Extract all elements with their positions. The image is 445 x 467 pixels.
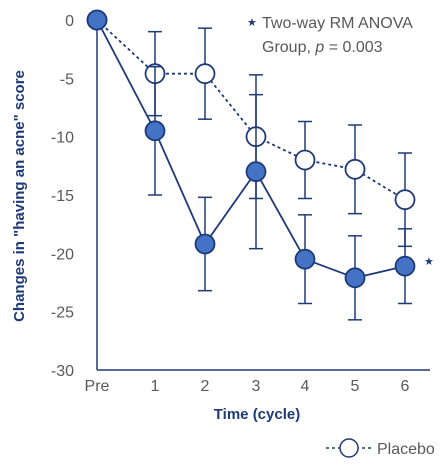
legend-placebo-label: Placebo [377, 441, 435, 458]
x-tick-label: 5 [351, 378, 360, 395]
y-axis-title: Changes in "having an acne" score [11, 70, 28, 322]
series-active [86, 9, 416, 321]
data-point [344, 267, 366, 289]
x-tick-label: 4 [301, 378, 310, 395]
data-point [294, 149, 316, 171]
x-tick-label: 1 [151, 378, 160, 395]
x-tick-label: Pre [85, 378, 110, 395]
x-tick-label: 2 [201, 378, 210, 395]
y-tick-label: -10 [51, 130, 74, 147]
data-point [86, 9, 108, 31]
data-point [194, 233, 216, 255]
y-tick-label: 0 [65, 13, 74, 30]
data-point [394, 255, 416, 277]
data-point [344, 158, 366, 180]
x-tick-label: 3 [252, 378, 261, 395]
x-axis-title: Time (cycle) [214, 406, 300, 423]
y-tick-label: -20 [51, 246, 74, 263]
y-tick-label: -30 [51, 363, 74, 380]
data-point [144, 120, 166, 142]
x-tick-label: 6 [401, 378, 410, 395]
y-tick-label: -25 [51, 305, 74, 322]
legend-placebo-marker [339, 438, 359, 458]
data-point [394, 189, 416, 211]
y-tick-label: -15 [51, 188, 74, 205]
data-point [294, 248, 316, 270]
annotation-line1: Two-way RM ANOVA [262, 15, 413, 32]
significance-star: ★ [424, 255, 434, 268]
series-line [96, 19, 406, 279]
data-point [194, 63, 216, 85]
annotation-star: ★ [247, 16, 257, 29]
y-tick-label: -5 [60, 71, 74, 88]
annotation-line2: Group, p = 0.003 [262, 39, 383, 56]
data-point [245, 161, 267, 183]
legend: Placebo [326, 438, 435, 458]
